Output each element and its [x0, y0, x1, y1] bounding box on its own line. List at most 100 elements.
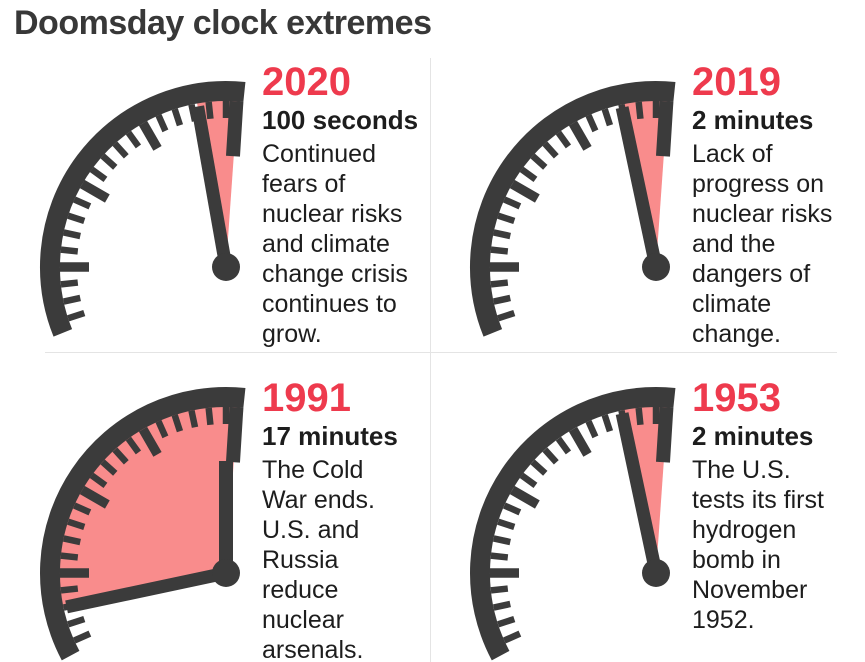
- minute-tick: [490, 246, 509, 255]
- five-minute-tick: [138, 426, 162, 457]
- five-minute-tick: [509, 485, 540, 509]
- clock-panel-text-2: 1991 17 minutes The Cold War ends. U.S. …: [262, 378, 434, 662]
- clock-ring-arc: [470, 387, 676, 661]
- minute-tick: [125, 130, 142, 149]
- minute-tick: [635, 407, 644, 426]
- vertical-divider: [430, 58, 431, 662]
- minute-tick: [601, 108, 614, 127]
- minute-tick: [585, 420, 599, 439]
- doomsday-clock-graphic-2020: [40, 81, 246, 337]
- minute-tick: [530, 459, 548, 476]
- minute-hand: [65, 566, 228, 614]
- clock-year: 1991: [262, 376, 351, 420]
- minute-tick: [60, 279, 79, 288]
- clock-time-label: 100 seconds: [262, 105, 419, 135]
- minute-tick: [62, 294, 81, 305]
- midnight-end-block: [655, 406, 674, 463]
- minute-tick: [67, 309, 86, 322]
- doomsday-clock-graphic-2019: [470, 81, 676, 337]
- minute-tick: [492, 600, 511, 611]
- minute-tick: [60, 246, 79, 255]
- clock-panel-text-1: 2019 2 minutes Lack of progress on nucle…: [692, 62, 864, 349]
- doomsday-clock-graphic-1991: [40, 387, 246, 661]
- minute-tick: [503, 196, 522, 210]
- minute-hand: [615, 106, 663, 269]
- minute-tick: [73, 502, 92, 516]
- doomsday-clock-graphic-1953: [470, 387, 676, 661]
- five-minute-tick: [79, 485, 110, 509]
- minute-tick: [519, 472, 538, 489]
- minute-tick: [492, 535, 511, 546]
- clock-description: Continued fears of nuclear risks and cli…: [262, 140, 408, 348]
- clock-panel-text-3: 1953 2 minutes The U.S. tests its first …: [692, 378, 864, 635]
- minute-tick: [60, 552, 79, 561]
- minute-tick: [530, 153, 548, 170]
- minute-tick: [542, 141, 559, 159]
- minute-tick: [490, 585, 509, 594]
- minute-tick: [497, 615, 516, 628]
- five-minute-tick: [568, 426, 592, 457]
- minute-hand: [191, 105, 233, 269]
- clock-year: 1953: [692, 376, 781, 420]
- clock-description: Lack of progress on nuclear risks and th…: [692, 140, 833, 348]
- minute-tick: [555, 130, 572, 149]
- minute-tick: [188, 409, 199, 428]
- minute-tick: [67, 212, 86, 225]
- clock-time-label: 17 minutes: [262, 421, 398, 451]
- time-remaining-wedge: [59, 406, 238, 608]
- minute-tick: [89, 472, 108, 489]
- minute-tick: [555, 436, 572, 455]
- minute-tick: [497, 309, 516, 322]
- minute-tick: [519, 166, 538, 183]
- minute-tick: [635, 101, 644, 120]
- midnight-end-block: [225, 406, 244, 463]
- minute-tick: [492, 229, 511, 240]
- clock-year: 2020: [262, 60, 351, 104]
- clock-description: The U.S. tests its first hydrogen bomb i…: [692, 456, 824, 634]
- clock-ring-arc: [470, 81, 676, 337]
- minute-tick: [73, 196, 92, 210]
- midnight-end-block: [225, 100, 244, 157]
- five-minute-tick: [138, 120, 162, 151]
- minute-tick: [503, 502, 522, 516]
- five-minute-tick: [568, 120, 592, 151]
- minute-tick: [100, 153, 118, 170]
- clock-time-label: 2 minutes: [692, 421, 814, 451]
- minute-tick: [62, 535, 81, 546]
- clock-ring-arc: [40, 387, 246, 661]
- minute-tick: [112, 141, 129, 159]
- minute-tick: [205, 407, 214, 426]
- minute-tick: [601, 414, 614, 433]
- clock-description: The Cold War ends. U.S. and Russia reduc…: [262, 456, 376, 662]
- minute-tick: [125, 436, 142, 455]
- minute-tick: [100, 459, 118, 476]
- hand-pivot-dot: [212, 253, 240, 281]
- minute-tick: [67, 615, 86, 628]
- minute-tick: [542, 447, 559, 465]
- minute-tick: [155, 114, 169, 133]
- minute-tick: [73, 630, 92, 644]
- clock-year: 2019: [692, 60, 781, 104]
- minute-tick: [171, 108, 184, 127]
- minute-tick: [171, 414, 184, 433]
- minute-tick: [89, 166, 108, 183]
- minute-tick: [585, 114, 599, 133]
- minute-hand: [615, 412, 663, 575]
- five-minute-tick: [509, 179, 540, 203]
- hand-pivot-dot: [212, 559, 240, 587]
- minute-tick: [490, 279, 509, 288]
- horizontal-divider: [45, 352, 837, 353]
- five-minute-tick: [79, 179, 110, 203]
- minute-tick: [67, 518, 86, 531]
- minute-tick: [112, 447, 129, 465]
- minute-tick: [497, 212, 516, 225]
- clock-time-label: 2 minutes: [692, 105, 814, 135]
- minute-tick: [503, 630, 522, 644]
- minute-tick: [497, 518, 516, 531]
- hand-pivot-dot: [642, 559, 670, 587]
- clock-panel-text-0: 2020 100 seconds Continued fears of nucl…: [262, 62, 434, 349]
- midnight-end-block: [655, 100, 674, 157]
- hand-pivot-dot: [642, 253, 670, 281]
- minute-tick: [205, 101, 214, 120]
